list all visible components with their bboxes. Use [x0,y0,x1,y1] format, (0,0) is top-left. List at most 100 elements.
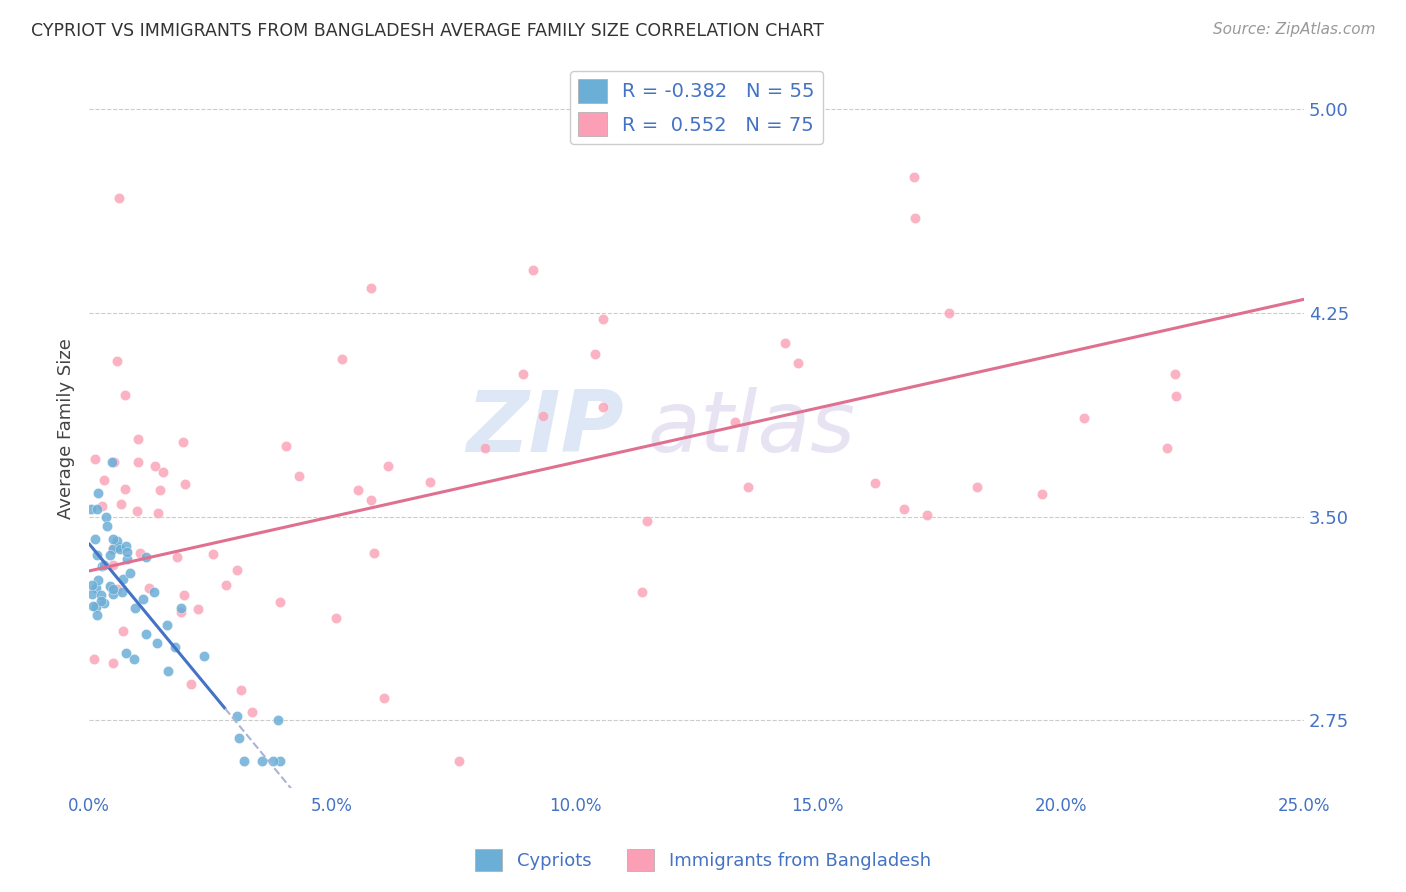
Point [101,582,124,596]
Point [103,455,125,469]
Point [114,388,136,402]
Point [1164,367,1187,381]
Point [269,595,291,609]
Point [173,588,195,602]
Point [143,458,166,473]
Point [108,541,131,556]
Point [893,501,915,516]
Legend: Cypriots, Immigrants from Bangladesh: Cypriots, Immigrants from Bangladesh [468,842,938,879]
Point [101,541,124,556]
Point [262,754,284,768]
Point [360,493,382,508]
Text: atlas: atlas [648,387,856,470]
Point [110,496,132,510]
Point [193,648,215,663]
Point [84,599,107,614]
Point [363,546,385,560]
Point [215,578,238,592]
Text: Source: ZipAtlas.com: Source: ZipAtlas.com [1212,22,1375,37]
Point [105,354,128,368]
Point [269,754,291,768]
Point [229,683,252,698]
Point [325,611,347,625]
Point [98,579,121,593]
Point [103,532,125,546]
Point [347,483,370,497]
Point [127,455,149,469]
Point [127,504,149,518]
Point [96,519,118,533]
Point [332,352,354,367]
Point [107,540,129,554]
Point [114,483,136,497]
Point [124,601,146,615]
Point [522,263,544,277]
Point [86,607,108,622]
Point [1166,389,1188,403]
Point [135,627,157,641]
Point [142,584,165,599]
Point [373,690,395,705]
Point [166,549,188,564]
Point [288,469,311,483]
Point [966,479,988,493]
Point [90,588,112,602]
Point [132,591,155,606]
Point [111,572,134,586]
Point [474,442,496,456]
Point [90,593,112,607]
Point [111,624,134,638]
Point [146,507,169,521]
Point [101,587,124,601]
Point [1073,411,1095,425]
Point [903,170,925,185]
Point [592,400,614,414]
Point [904,211,927,225]
Point [233,754,256,768]
Point [155,617,177,632]
Point [100,582,122,596]
Point [135,549,157,564]
Point [240,705,263,719]
Point [863,476,886,491]
Point [80,577,103,591]
Point [80,502,103,516]
Legend: R = -0.382   N = 55, R =  0.552   N = 75: R = -0.382 N = 55, R = 0.552 N = 75 [569,71,823,144]
Point [228,731,250,746]
Point [419,475,441,490]
Point [787,356,810,370]
Point [631,584,654,599]
Point [152,465,174,479]
Point [938,306,960,320]
Point [108,191,131,205]
Point [165,640,187,655]
Point [173,477,195,491]
Point [96,509,118,524]
Point [84,452,107,467]
Text: CYPRIOT VS IMMIGRANTS FROM BANGLADESH AVERAGE FAMILY SIZE CORRELATION CHART: CYPRIOT VS IMMIGRANTS FROM BANGLADESH AV… [31,22,824,40]
Point [83,652,105,666]
Point [93,474,115,488]
Point [636,515,658,529]
Point [172,435,194,450]
Point [201,547,224,561]
Point [93,596,115,610]
Point [531,409,554,424]
Point [149,483,172,498]
Y-axis label: Average Family Size: Average Family Size [58,338,75,519]
Point [82,587,104,601]
Point [115,646,138,660]
Point [724,415,747,429]
Point [87,573,110,587]
Point [737,480,759,494]
Point [360,281,382,295]
Point [449,754,471,768]
Point [170,601,193,615]
Point [266,713,288,727]
Point [187,601,209,615]
Point [101,656,124,670]
Point [115,539,138,553]
Point [107,582,129,596]
Point [118,566,141,580]
Point [110,584,132,599]
